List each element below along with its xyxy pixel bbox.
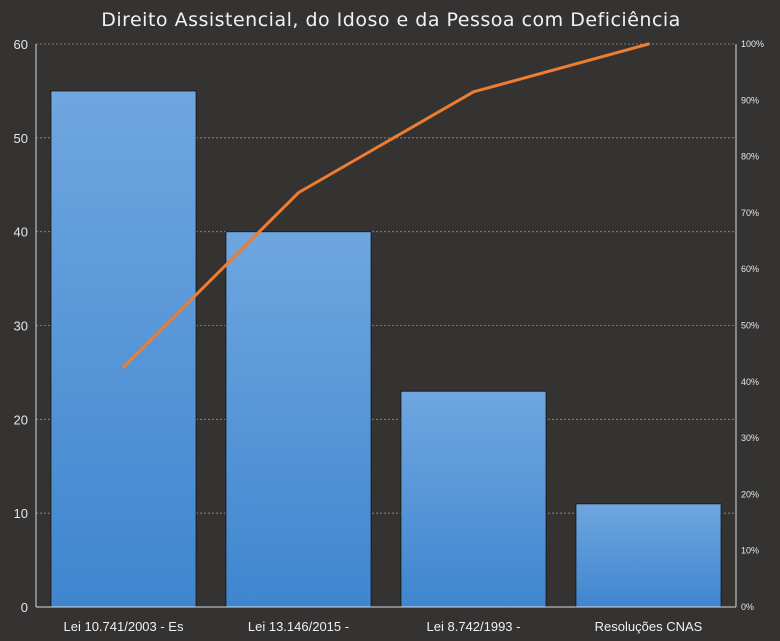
y-tick-label: 0 [21,600,28,615]
y-tick-label: 60 [14,37,28,52]
cumulative-percent-line [122,42,650,369]
x-tick-label: Lei 8.742/1993 - [427,619,521,634]
y2-tick-label: 70% [741,208,759,218]
bar [400,390,547,608]
y-tick-label: 30 [14,319,28,334]
y-tick-label: 40 [14,225,28,240]
y2-tick-label: 90% [741,95,759,105]
axes [35,44,737,608]
y2-tick-label: 100% [741,39,764,49]
y2-tick-label: 10% [741,546,759,556]
bars [50,90,722,608]
y2-tick-label: 0% [741,602,754,612]
x-tick-label: Lei 13.146/2015 - [248,619,349,634]
x-tick-label: Resoluções CNAS [595,619,703,634]
chart-title: Direito Assistencial, do Idoso e da Pess… [101,9,681,31]
axis-labels: 0 10 20 30 40 50 60 0% 10% 20% 30% 40% 50% 60% 70% 80% 9… [14,37,765,634]
y2-tick-label: 60% [741,264,759,274]
y2-tick-label: 40% [741,377,759,387]
y2-tick-label: 50% [741,321,759,331]
x-tick-label: Lei 10.741/2003 - Es [64,619,184,634]
y-tick-label: 10 [14,506,28,521]
y2-tick-label: 80% [741,152,759,162]
y-tick-label: 50 [14,131,28,146]
y2-tick-label: 20% [741,489,759,499]
bar [225,231,372,608]
y-tick-label: 20 [14,412,28,427]
y2-tick-label: 30% [741,433,759,443]
bar [575,503,722,608]
bar [50,90,197,608]
pareto-line-group [122,42,650,369]
